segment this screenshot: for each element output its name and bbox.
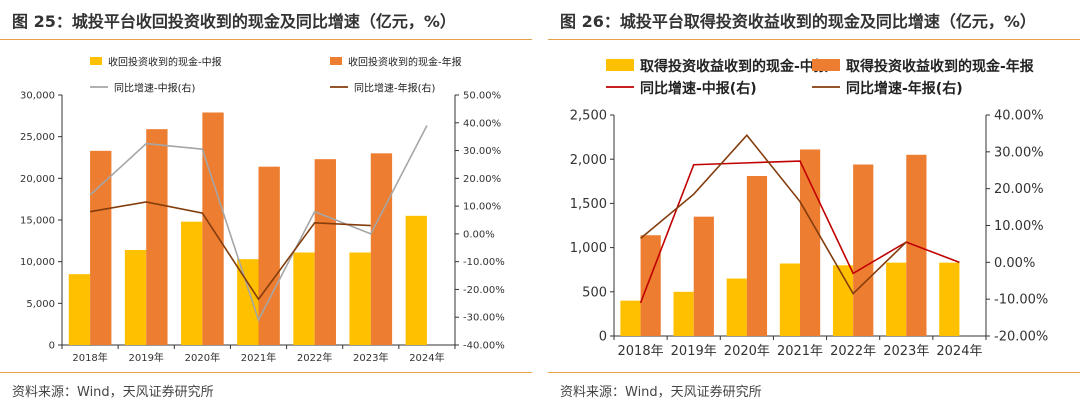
- legend-swatch: [90, 57, 102, 65]
- bar-mid-report: [181, 221, 203, 345]
- y-tick-label-left: 2,500: [570, 109, 607, 124]
- source-note: 资料来源：Wind，天风证券研究所: [12, 385, 214, 400]
- y-tick-label-left: 20,000: [20, 174, 55, 185]
- bar-annual-report: [314, 159, 336, 345]
- legend-label: 收回投资收到的现金-中报: [108, 56, 222, 69]
- bar-mid-report: [124, 250, 147, 345]
- title-rule: [548, 39, 1080, 40]
- y-tick-label-right: -10.00%: [994, 293, 1048, 308]
- legend-label: 收回投资收到的现金-年报: [348, 56, 462, 69]
- bar-mid-report: [620, 300, 641, 336]
- x-tick-label: 2020年: [724, 344, 770, 359]
- source-note: 资料来源：Wind，天风证券研究所: [560, 385, 762, 400]
- y-tick-label-right: 0.00%: [463, 229, 495, 240]
- legend-label: 同比增速-中报(右): [640, 80, 757, 97]
- chart-title: 图 25：城投平台收回投资收到的现金及同比增速（亿元，%）: [12, 12, 456, 31]
- bar-annual-report: [746, 175, 768, 336]
- y-tick-label-right: 20.00%: [463, 174, 501, 185]
- y-tick-label-right: -10.00%: [463, 257, 505, 268]
- x-tick-label: 2021年: [241, 351, 276, 364]
- x-tick-label: 2022年: [297, 351, 332, 364]
- chart-panel-26: 图 26：城投平台取得投资收益收到的现金及同比增速（亿元，%） 0 500 1,00…: [548, 0, 1080, 409]
- title-rule: [0, 39, 532, 40]
- x-tick-label: 2019年: [128, 351, 163, 364]
- y-tick-label-right: -40.00%: [463, 341, 505, 352]
- y-tick-label-right: 10.00%: [994, 219, 1044, 234]
- line-annual-growth: [640, 134, 907, 295]
- y-tick-label-left: 25,000: [20, 132, 55, 143]
- bar-mid-report: [237, 259, 259, 345]
- chart-panel-25: 图 25：城投平台收回投资收到的现金及同比增速（亿元，%） 0 5,000 10,0…: [0, 0, 532, 409]
- legend-label: 同比增速-年报(右): [846, 80, 963, 97]
- x-tick-label: 2020年: [185, 351, 220, 364]
- y-tick-label-left: 0: [49, 341, 55, 352]
- chart-26-svg: 0 500 1,000 1,500 2,000 2,500 -20.00% -10.00% 0.…: [570, 58, 1048, 359]
- y-tick-label-right: 20.00%: [994, 182, 1044, 197]
- x-tick-label: 2022年: [830, 344, 876, 359]
- y-tick-label-right: 0.00%: [994, 256, 1035, 271]
- bar-annual-report: [370, 153, 393, 345]
- x-tick-label: 2018年: [618, 344, 664, 359]
- y-tick-label-left: 5,000: [26, 299, 55, 310]
- x-tick-label: 2021年: [777, 344, 823, 359]
- y-tick-label-left: 1,000: [570, 241, 607, 256]
- bar-mid-report: [68, 274, 91, 345]
- chart-25-svg: 0 5,000 10,000 15,000 20,000 25,000 30,000 -40.…: [20, 56, 505, 365]
- y-tick-label-left: 500: [582, 285, 607, 300]
- bar-annual-report: [800, 149, 821, 336]
- bar-annual-report: [693, 216, 714, 336]
- bar-mid-report: [939, 262, 960, 336]
- y-tick-label-left: 2,000: [570, 153, 607, 168]
- y-tick-label-right: -20.00%: [994, 330, 1048, 345]
- legend-swatch: [812, 59, 840, 71]
- bar-annual-report: [90, 150, 112, 345]
- y-tick-label-right: 30.00%: [463, 146, 501, 157]
- y-tick-label-right: 30.00%: [994, 145, 1044, 160]
- y-tick-label-right: 10.00%: [463, 202, 501, 213]
- legend-label: 同比增速-中报(右): [114, 82, 196, 95]
- legend-swatch: [606, 59, 634, 71]
- bar-annual-report: [640, 235, 661, 336]
- source-rule: [0, 372, 532, 373]
- y-tick-label-right: -30.00%: [463, 313, 505, 324]
- line-annual-growth: [89, 201, 371, 301]
- y-tick-label-left: 1,500: [570, 197, 607, 212]
- bar-mid-report: [293, 252, 315, 345]
- bar-annual-report: [258, 166, 280, 345]
- y-tick-label-right: 50.00%: [463, 91, 501, 102]
- bar-mid-report: [779, 263, 800, 336]
- bar-annual-report: [146, 129, 168, 345]
- bar-mid-report: [832, 265, 854, 336]
- bar-mid-report: [349, 252, 371, 345]
- y-tick-label-left: 15,000: [20, 216, 55, 227]
- legend-label: 取得投资收益收到的现金-年报: [846, 58, 1034, 75]
- legend-swatch: [330, 57, 342, 65]
- x-tick-label: 2023年: [883, 344, 929, 359]
- y-tick-label-left: 0: [599, 330, 607, 345]
- legend-label: 同比增速-年报(右): [354, 82, 436, 95]
- x-tick-label: 2024年: [409, 351, 444, 364]
- source-rule: [548, 372, 1080, 373]
- bar-mid-report: [673, 291, 694, 336]
- bar-mid-report: [405, 215, 427, 345]
- x-tick-label: 2019年: [671, 344, 717, 359]
- chart-title: 图 26：城投平台取得投资收益收到的现金及同比增速（亿元，%）: [560, 12, 1036, 31]
- bar-mid-report: [886, 262, 907, 336]
- y-tick-label-left: 30,000: [20, 91, 55, 102]
- bar-mid-report: [726, 278, 747, 336]
- y-tick-label-left: 10,000: [20, 257, 55, 268]
- x-tick-label: 2018年: [72, 351, 107, 364]
- bar-annual-report: [853, 164, 874, 336]
- x-tick-label: 2024年: [936, 344, 982, 359]
- y-tick-label-right: 40.00%: [994, 109, 1044, 124]
- legend-label: 取得投资收益收到的现金-中报: [640, 58, 828, 75]
- x-tick-label: 2023年: [353, 351, 388, 364]
- y-tick-label-right: 40.00%: [463, 118, 501, 129]
- line-mid-growth: [89, 125, 428, 323]
- y-tick-label-right: -20.00%: [463, 285, 505, 296]
